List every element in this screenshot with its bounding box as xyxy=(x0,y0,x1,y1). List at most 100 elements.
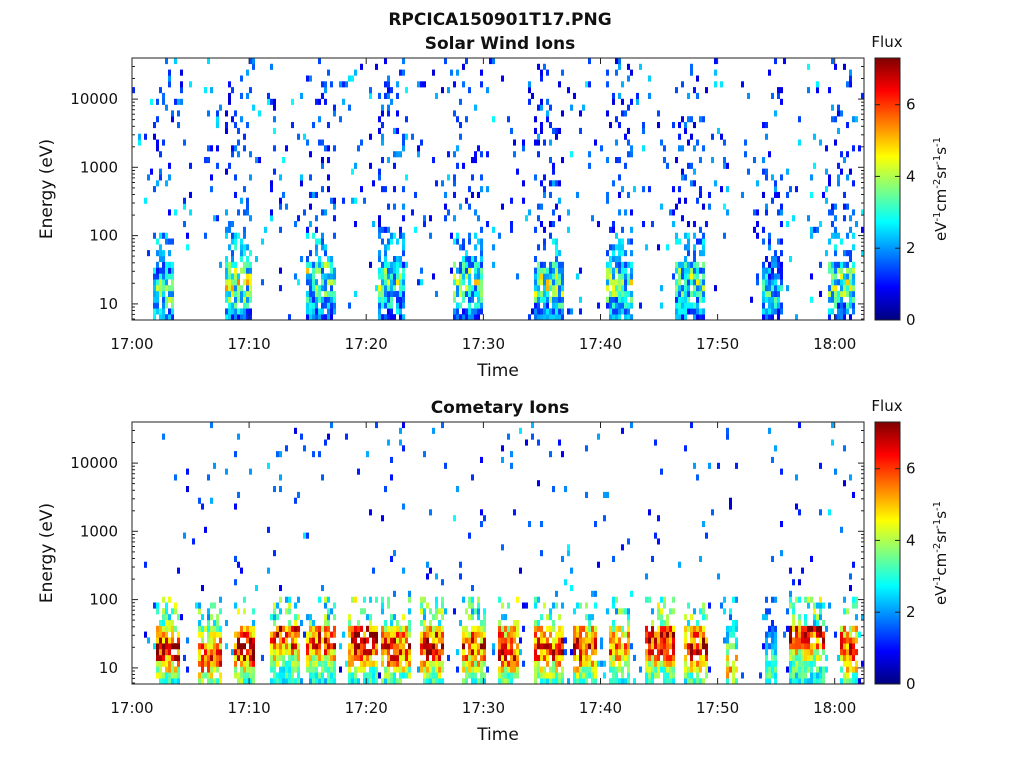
spectrogram-cell xyxy=(228,308,231,315)
spectrogram-cell xyxy=(213,637,216,644)
spectrogram-cell xyxy=(438,620,441,627)
spectrogram-cell xyxy=(402,133,405,140)
spectrogram-cell xyxy=(384,666,387,673)
spectrogram-cell xyxy=(375,637,378,644)
spectrogram-cell xyxy=(288,643,291,650)
spectrogram-cell xyxy=(663,145,666,152)
spectrogram-cell xyxy=(684,232,687,239)
spectrogram-cell xyxy=(579,678,582,685)
spectrogram-cell xyxy=(318,267,321,274)
spectrogram-cell xyxy=(693,637,696,644)
spectrogram-cell xyxy=(684,637,687,644)
spectrogram-cell xyxy=(576,631,579,638)
spectrogram-cell xyxy=(384,625,387,632)
spectrogram-cell xyxy=(330,666,333,673)
spectrogram-cell xyxy=(534,267,537,274)
spectrogram-cell xyxy=(468,637,471,644)
spectrogram-cell xyxy=(381,104,384,111)
spectrogram-cell xyxy=(723,608,726,615)
spectrogram-cell xyxy=(687,302,690,309)
x-tick-label: 17:10 xyxy=(227,335,270,353)
spectrogram-cell xyxy=(168,273,171,280)
spectrogram-cell xyxy=(540,637,543,644)
spectrogram-cell xyxy=(306,232,309,239)
spectrogram-cell xyxy=(663,660,666,667)
spectrogram-cell xyxy=(600,660,603,667)
spectrogram-cell xyxy=(441,87,444,94)
spectrogram-cell xyxy=(726,162,729,169)
spectrogram-cell xyxy=(498,666,501,673)
spectrogram-cell xyxy=(165,678,168,685)
spectrogram-cell xyxy=(678,290,681,297)
spectrogram-cell xyxy=(510,637,513,644)
spectrogram-cell xyxy=(378,250,381,257)
spectrogram-cell xyxy=(177,660,180,667)
spectrogram-cell xyxy=(471,608,474,615)
colorbar-tick-label: 2 xyxy=(906,239,916,257)
spectrogram-cell xyxy=(234,649,237,656)
spectrogram-cell xyxy=(240,660,243,667)
spectrogram-cell xyxy=(294,620,297,627)
spectrogram-cell xyxy=(231,279,234,286)
spectrogram-cell xyxy=(507,678,510,685)
spectrogram-cell xyxy=(285,625,288,632)
spectrogram-cell xyxy=(315,666,318,673)
spectrogram-cell xyxy=(159,637,162,644)
spectrogram-cell xyxy=(165,602,168,609)
spectrogram-cell xyxy=(414,191,417,198)
spectrogram-cell xyxy=(369,87,372,94)
spectrogram-cell xyxy=(816,87,819,94)
spectrogram-cell xyxy=(291,625,294,632)
spectrogram-cell xyxy=(159,678,162,685)
spectrogram-cell xyxy=(555,308,558,315)
spectrogram-cell xyxy=(423,596,426,603)
spectrogram-cell xyxy=(558,180,561,187)
spectrogram-cell xyxy=(297,491,300,498)
spectrogram-cell xyxy=(510,649,513,656)
y-tick-label: 1000 xyxy=(80,158,118,176)
spectrogram-cell xyxy=(729,614,732,621)
spectrogram-cell xyxy=(273,116,276,123)
spectrogram-cell xyxy=(396,151,399,158)
spectrogram-cell xyxy=(453,308,456,315)
spectrogram-cell xyxy=(279,649,282,656)
spectrogram-cell xyxy=(849,625,852,632)
spectrogram-cell xyxy=(552,654,555,661)
spectrogram-cell xyxy=(468,273,471,280)
spectrogram-cell xyxy=(366,614,369,621)
spectrogram-cell xyxy=(453,314,456,321)
spectrogram-cell xyxy=(612,672,615,679)
spectrogram-cell xyxy=(693,244,696,251)
spectrogram-cell xyxy=(471,678,474,685)
spectrogram-cell xyxy=(801,672,804,679)
spectrogram-cell xyxy=(387,314,390,321)
spectrogram-cell xyxy=(240,643,243,650)
spectrogram-cell xyxy=(174,209,177,216)
spectrogram-cell xyxy=(552,308,555,315)
spectrogram-cell xyxy=(501,654,504,661)
spectrogram-cell xyxy=(648,666,651,673)
spectrogram-cell xyxy=(435,678,438,685)
spectrogram-cell xyxy=(693,666,696,673)
spectrogram-cell xyxy=(234,451,237,458)
spectrogram-cell xyxy=(567,87,570,94)
spectrogram-cell xyxy=(858,145,861,152)
spectrogram-cell xyxy=(363,654,366,661)
spectrogram-cell xyxy=(633,186,636,193)
spectrogram-cell xyxy=(807,637,810,644)
spectrogram-cell xyxy=(522,145,525,152)
spectrogram-cell xyxy=(393,614,396,621)
spectrogram-cell xyxy=(477,608,480,615)
spectrogram-cell xyxy=(855,660,858,667)
x-tick-label: 17:00 xyxy=(110,335,153,353)
spectrogram-cell xyxy=(216,660,219,667)
spectrogram-cell xyxy=(315,215,318,222)
spectrogram-cell xyxy=(549,285,552,292)
spectrogram-cell xyxy=(594,631,597,638)
spectrogram-cell xyxy=(618,649,621,656)
spectrogram-cell xyxy=(834,139,837,146)
spectrogram-cell xyxy=(246,285,249,292)
spectrogram-cell xyxy=(672,631,675,638)
spectrogram-cell xyxy=(351,654,354,661)
spectrogram-cell xyxy=(537,203,540,210)
